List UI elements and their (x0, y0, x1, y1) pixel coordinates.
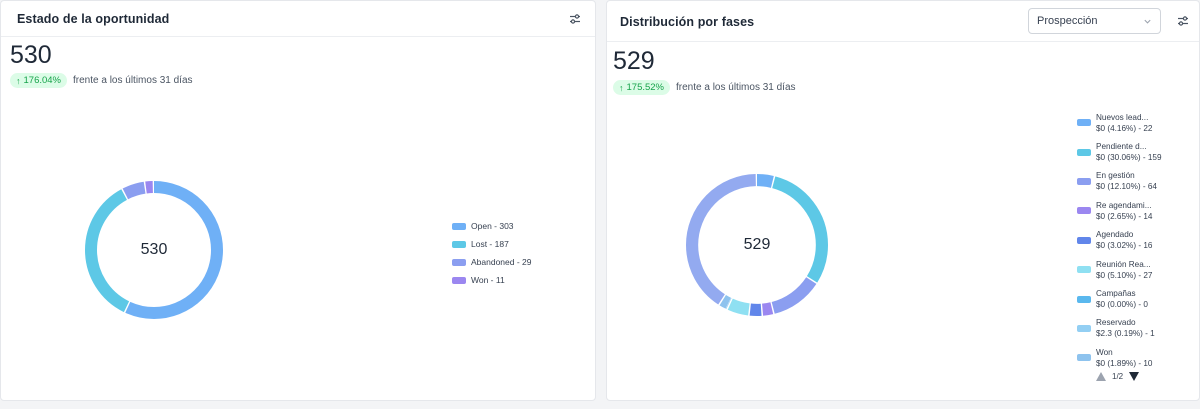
card-header: Distribución por fases Prospección (607, 1, 1199, 42)
legend-swatch (1077, 236, 1091, 244)
legend-item[interactable]: Reunión Rea... $0 (5.10%) - 27 (1077, 255, 1162, 284)
pipeline-select[interactable]: Prospección (1028, 8, 1161, 34)
sliders-icon[interactable] (567, 11, 583, 27)
legend-name: Pendiente d... (1096, 142, 1147, 152)
legend-detail: $0 (5.10%) - 27 (1096, 270, 1153, 280)
trend-badge: ↑ 176.04% (10, 73, 68, 88)
legend-name: En gestión (1096, 171, 1135, 181)
legend-item[interactable]: Won $0 (1.89%) - 10 (1077, 343, 1162, 372)
legend-swatch (1077, 119, 1091, 127)
legend-item[interactable]: Nuevos lead... $0 (4.16%) - 22 (1077, 108, 1162, 137)
legend-pager: 1/2 (1096, 372, 1140, 381)
trend-text: frente a los últimos 31 días (73, 75, 193, 86)
legend-label: Won - 11 (471, 275, 505, 285)
pager-next-icon[interactable] (1129, 372, 1140, 381)
arrow-up-icon: ↑ (619, 82, 624, 93)
trend-percent: 175.52% (626, 82, 665, 93)
legend-name: Reservado (1096, 318, 1136, 328)
card-title: Estado de la oportunidad (17, 12, 170, 26)
legend-text: Pendiente d... $0 (30.06%) - 159 (1096, 141, 1162, 163)
donut-segment-1[interactable] (85, 181, 223, 319)
legend-name: Won (1096, 347, 1113, 357)
status-donut-chart: 530 (84, 180, 224, 320)
card-header: Estado de la oportunidad (1, 1, 595, 37)
chevron-down-icon (1144, 19, 1151, 24)
trend-text: frente a los últimos 31 días (676, 82, 796, 93)
legend-item[interactable]: Won - 11 (452, 271, 532, 289)
trend-badge: ↑ 175.52% (613, 80, 671, 95)
legend-item[interactable]: Abandoned - 29 (452, 253, 532, 271)
opportunity-status-card: Estado de la oportunidad 530 ↑ 176.04% fr… (0, 0, 596, 401)
legend-name: Agendado (1096, 230, 1134, 240)
legend-label: Open - 303 (471, 221, 514, 231)
legend-detail: $0 (3.02%) - 16 (1096, 241, 1153, 251)
legend-swatch (1077, 266, 1091, 274)
legend-swatch (1077, 324, 1091, 332)
legend-swatch (452, 258, 466, 266)
legend-swatch (452, 222, 466, 230)
total-count: 529 (613, 47, 655, 75)
legend-detail: $0 (2.65%) - 14 (1096, 211, 1153, 221)
donut-segment-4[interactable] (686, 174, 828, 316)
legend-text: Nuevos lead... $0 (4.16%) - 22 (1096, 112, 1152, 134)
legend-text: Won $0 (1.89%) - 10 (1096, 347, 1152, 369)
legend-text: Campañas $0 (0.00%) - 0 (1096, 288, 1148, 310)
legend-label: Abandoned - 29 (471, 257, 532, 267)
total-count: 530 (10, 41, 52, 69)
legend-item[interactable]: En gestión $0 (12.10%) - 64 (1077, 167, 1162, 196)
legend-text: Reunión Rea... $0 (5.10%) - 27 (1096, 259, 1152, 281)
legend-swatch (1077, 295, 1091, 303)
legend-label: Lost - 187 (471, 239, 509, 249)
legend-name: Campañas (1096, 289, 1136, 299)
legend-item[interactable]: Re agendami... $0 (2.65%) - 14 (1077, 196, 1162, 225)
trend-row: ↑ 176.04% frente a los últimos 31 días (10, 73, 193, 88)
legend-swatch (452, 240, 466, 248)
status-legend: Open - 303 Lost - 187 Abandoned - 29 Won - … (452, 217, 532, 289)
legend-detail: $0 (4.16%) - 22 (1096, 123, 1153, 133)
phase-legend: Nuevos lead... $0 (4.16%) - 22 Pendiente d… (1077, 108, 1162, 373)
legend-text: En gestión $0 (12.10%) - 64 (1096, 170, 1157, 192)
donut-segment-0[interactable] (686, 174, 828, 316)
donut-center-value: 529 (743, 236, 771, 253)
phase-donut-chart: 529 (686, 174, 828, 316)
legend-item[interactable]: Reservado $2.3 (0.19%) - 1 (1077, 314, 1162, 343)
legend-detail: $2.3 (0.19%) - 1 (1096, 329, 1155, 339)
pipeline-select-value: Prospección (1037, 15, 1098, 27)
legend-detail: $0 (30.06%) - 159 (1096, 153, 1162, 163)
donut-segment-0[interactable] (85, 181, 223, 319)
card-title: Distribución por fases (620, 15, 755, 29)
legend-text: Re agendami... $0 (2.65%) - 14 (1096, 200, 1152, 222)
legend-item[interactable]: Open - 303 (452, 217, 532, 235)
legend-item[interactable]: Lost - 187 (452, 235, 532, 253)
legend-swatch (1077, 354, 1091, 362)
legend-item[interactable]: Campañas $0 (0.00%) - 0 (1077, 284, 1162, 313)
legend-swatch (452, 276, 466, 284)
legend-name: Reunión Rea... (1096, 259, 1151, 269)
donut-center-value: 530 (140, 241, 168, 258)
pager-prev-icon[interactable] (1096, 372, 1106, 381)
trend-row: ↑ 175.52% frente a los últimos 31 días (613, 80, 796, 95)
pager-label: 1/2 (1112, 372, 1124, 381)
legend-swatch (1077, 177, 1091, 185)
legend-name: Nuevos lead... (1096, 112, 1149, 122)
legend-text: Reservado $2.3 (0.19%) - 1 (1096, 317, 1155, 339)
trend-percent: 176.04% (23, 75, 62, 86)
legend-text: Agendado $0 (3.02%) - 16 (1096, 229, 1152, 251)
legend-name: Re agendami... (1096, 200, 1152, 210)
legend-swatch (1077, 207, 1091, 215)
arrow-up-icon: ↑ (16, 75, 21, 86)
legend-detail: $0 (12.10%) - 64 (1096, 182, 1157, 192)
donut-segment-1[interactable] (686, 174, 828, 316)
legend-item[interactable]: Agendado $0 (3.02%) - 16 (1077, 226, 1162, 255)
legend-item[interactable]: Pendiente d... $0 (30.06%) - 159 (1077, 137, 1162, 166)
legend-swatch (1077, 148, 1091, 156)
sliders-icon[interactable] (1175, 13, 1191, 29)
legend-detail: $0 (0.00%) - 0 (1096, 300, 1148, 310)
donut-segment-other[interactable] (686, 174, 828, 316)
legend-detail: $0 (1.89%) - 10 (1096, 358, 1153, 368)
